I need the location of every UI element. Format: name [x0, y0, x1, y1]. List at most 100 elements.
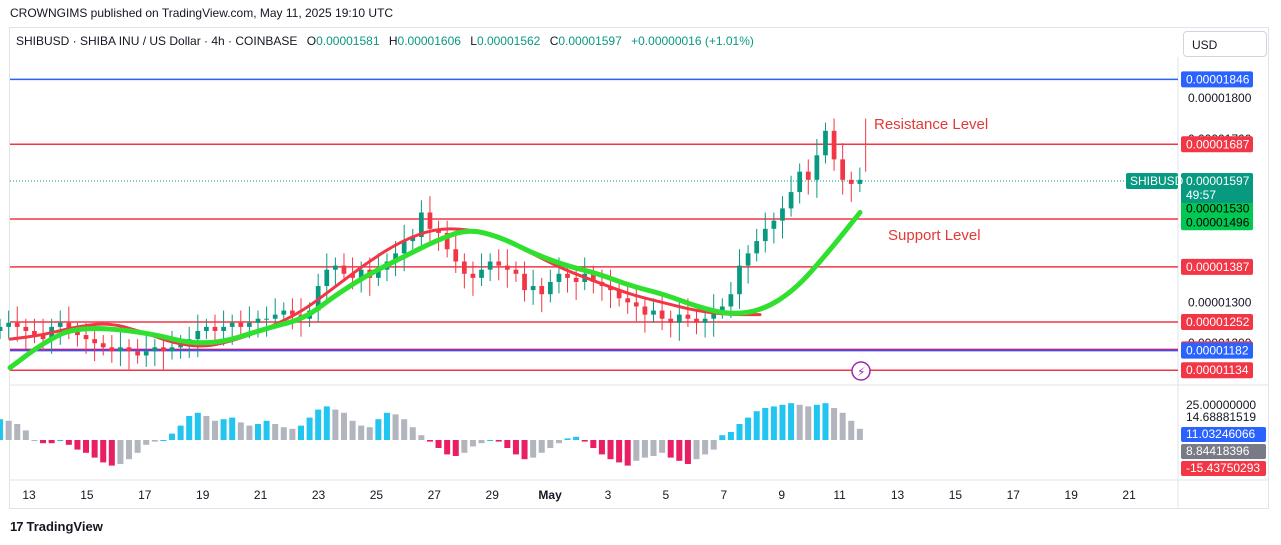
- oscillator-bar-28: [237, 422, 244, 440]
- candle-56: [479, 269, 484, 278]
- oscillator-bar-49: [418, 435, 425, 440]
- oscillator-bar-88: [753, 411, 760, 440]
- oscillator-bar-65: [555, 440, 562, 444]
- legend-low: 0.00001562: [476, 34, 541, 48]
- oscillator-bar-30: [254, 424, 262, 440]
- candle-85: [728, 294, 734, 307]
- line-badge-4-bg: [1181, 313, 1253, 330]
- oscillator-bar-99: [848, 420, 855, 440]
- candle-95: [814, 155, 820, 180]
- candle-77: [659, 310, 665, 319]
- candle-0: [0, 326, 3, 331]
- oscillator-bar-83: [710, 440, 717, 450]
- candle-52: [444, 232, 450, 250]
- candle-10: [83, 335, 89, 340]
- oscillator-bar-21: [177, 425, 184, 440]
- last-price-value: 0.00001597: [1186, 174, 1250, 188]
- time-tick-1: 15: [80, 488, 94, 502]
- oscillator-bar-58: [495, 440, 502, 442]
- candle-2: [14, 322, 20, 327]
- candle-20: [169, 347, 175, 352]
- candle-97: [831, 130, 837, 160]
- candle-58: [496, 261, 502, 266]
- candle-72: [616, 290, 622, 299]
- line-badge-4-text: 0.00001252: [1186, 315, 1250, 329]
- time-tick-2: 17: [138, 488, 152, 502]
- candle-74: [633, 302, 639, 307]
- candle-50: [427, 212, 433, 229]
- candle-67: [573, 277, 579, 282]
- support-annotation: Support Level: [888, 227, 981, 244]
- oscillator-bar-13: [108, 440, 115, 466]
- oscillator-bar-40: [340, 412, 347, 440]
- tradingview-logo[interactable]: 17 TradingView: [10, 519, 103, 534]
- candle-12: [100, 343, 106, 348]
- oscillator-bar-2: [14, 424, 21, 440]
- candle-78: [668, 318, 674, 323]
- time-tick-19: 21: [1122, 488, 1136, 502]
- resistance-annotation: Resistance Level: [874, 116, 988, 133]
- oscillator-bar-42: [358, 425, 365, 440]
- candle-63: [539, 286, 545, 295]
- chart-frame: [9, 27, 1269, 509]
- legend-low-label: L: [470, 34, 477, 48]
- line-badge-0: 0.00001846: [1181, 71, 1253, 88]
- time-tick-11: 5: [663, 488, 670, 502]
- candle-87: [745, 253, 751, 266]
- time-tick-12: 7: [720, 488, 727, 502]
- time-tick-13: 9: [778, 488, 785, 502]
- oscillator-bar-1: [5, 420, 12, 440]
- chart-legend: SHIBUSD · SHIBA INU / US Dollar · 4h · C…: [16, 34, 754, 48]
- candle-15: [126, 347, 132, 352]
- oscillator-bar-18: [151, 440, 158, 442]
- candle-62: [530, 286, 536, 291]
- candle-86: [737, 265, 742, 295]
- candle-7: [57, 322, 63, 327]
- symbol-tag: SHIBUSD: [1126, 173, 1184, 190]
- oscillator-bar-90: [770, 406, 777, 440]
- line-badge-7-bg: [1181, 362, 1253, 379]
- candle-26: [221, 326, 226, 331]
- oscillator-bar-35: [297, 425, 304, 440]
- line-badge-0-bg: [1181, 71, 1253, 88]
- time-tick-7: 27: [428, 488, 442, 502]
- candle-34: [290, 310, 295, 315]
- oscillator-bar-43: [366, 427, 373, 440]
- oscillator-bar-84: [719, 435, 726, 440]
- candle-55: [470, 273, 476, 278]
- oscillator-bar-62: [530, 440, 537, 458]
- oscillator-bar-7: [57, 440, 64, 441]
- time-tick-14: 11: [833, 488, 846, 502]
- line-badge-3-text: 0.00001387: [1186, 260, 1250, 274]
- osc-tick-0: 25.00000000: [1186, 398, 1256, 412]
- time-tick-15: 13: [891, 488, 905, 502]
- ma-badge-0: 0.00001530: [1181, 200, 1253, 217]
- moving-average-slow: [8, 227, 762, 348]
- oscillator-bar-75: [641, 440, 648, 458]
- oscillator-bar-46: [392, 414, 399, 440]
- candle-98: [840, 159, 846, 180]
- oscillator-bar-44: [375, 419, 382, 440]
- oscillator-bar-89: [762, 408, 769, 440]
- oscillator-bar-11: [91, 440, 98, 458]
- candle-4: [32, 330, 37, 336]
- legend-close-label: C: [549, 34, 559, 48]
- candle-16: [135, 351, 140, 356]
- legend-symbol[interactable]: SHIBUSD · SHIBA INU / US Dollar · 4h · C…: [16, 34, 298, 48]
- candle-33: [281, 310, 287, 315]
- oscillator-bar-67: [573, 436, 580, 440]
- oscillator-bar-74: [633, 440, 640, 461]
- oscillator-bar-12: [100, 440, 107, 463]
- oscillator-bar-81: [693, 440, 700, 460]
- candle-73: [625, 298, 631, 303]
- candle-54: [461, 261, 467, 274]
- candle-1: [6, 322, 12, 327]
- oscillator-bar-66: [564, 438, 571, 440]
- publisher-line: CROWNGIMS published on TradingView.com, …: [10, 6, 394, 20]
- currency-button[interactable]: USD: [1183, 31, 1267, 57]
- oscillator-bar-36: [306, 417, 313, 440]
- oscillator-bar-47: [401, 419, 408, 440]
- candle-27: [229, 322, 235, 327]
- legend-open-label: O: [306, 34, 317, 48]
